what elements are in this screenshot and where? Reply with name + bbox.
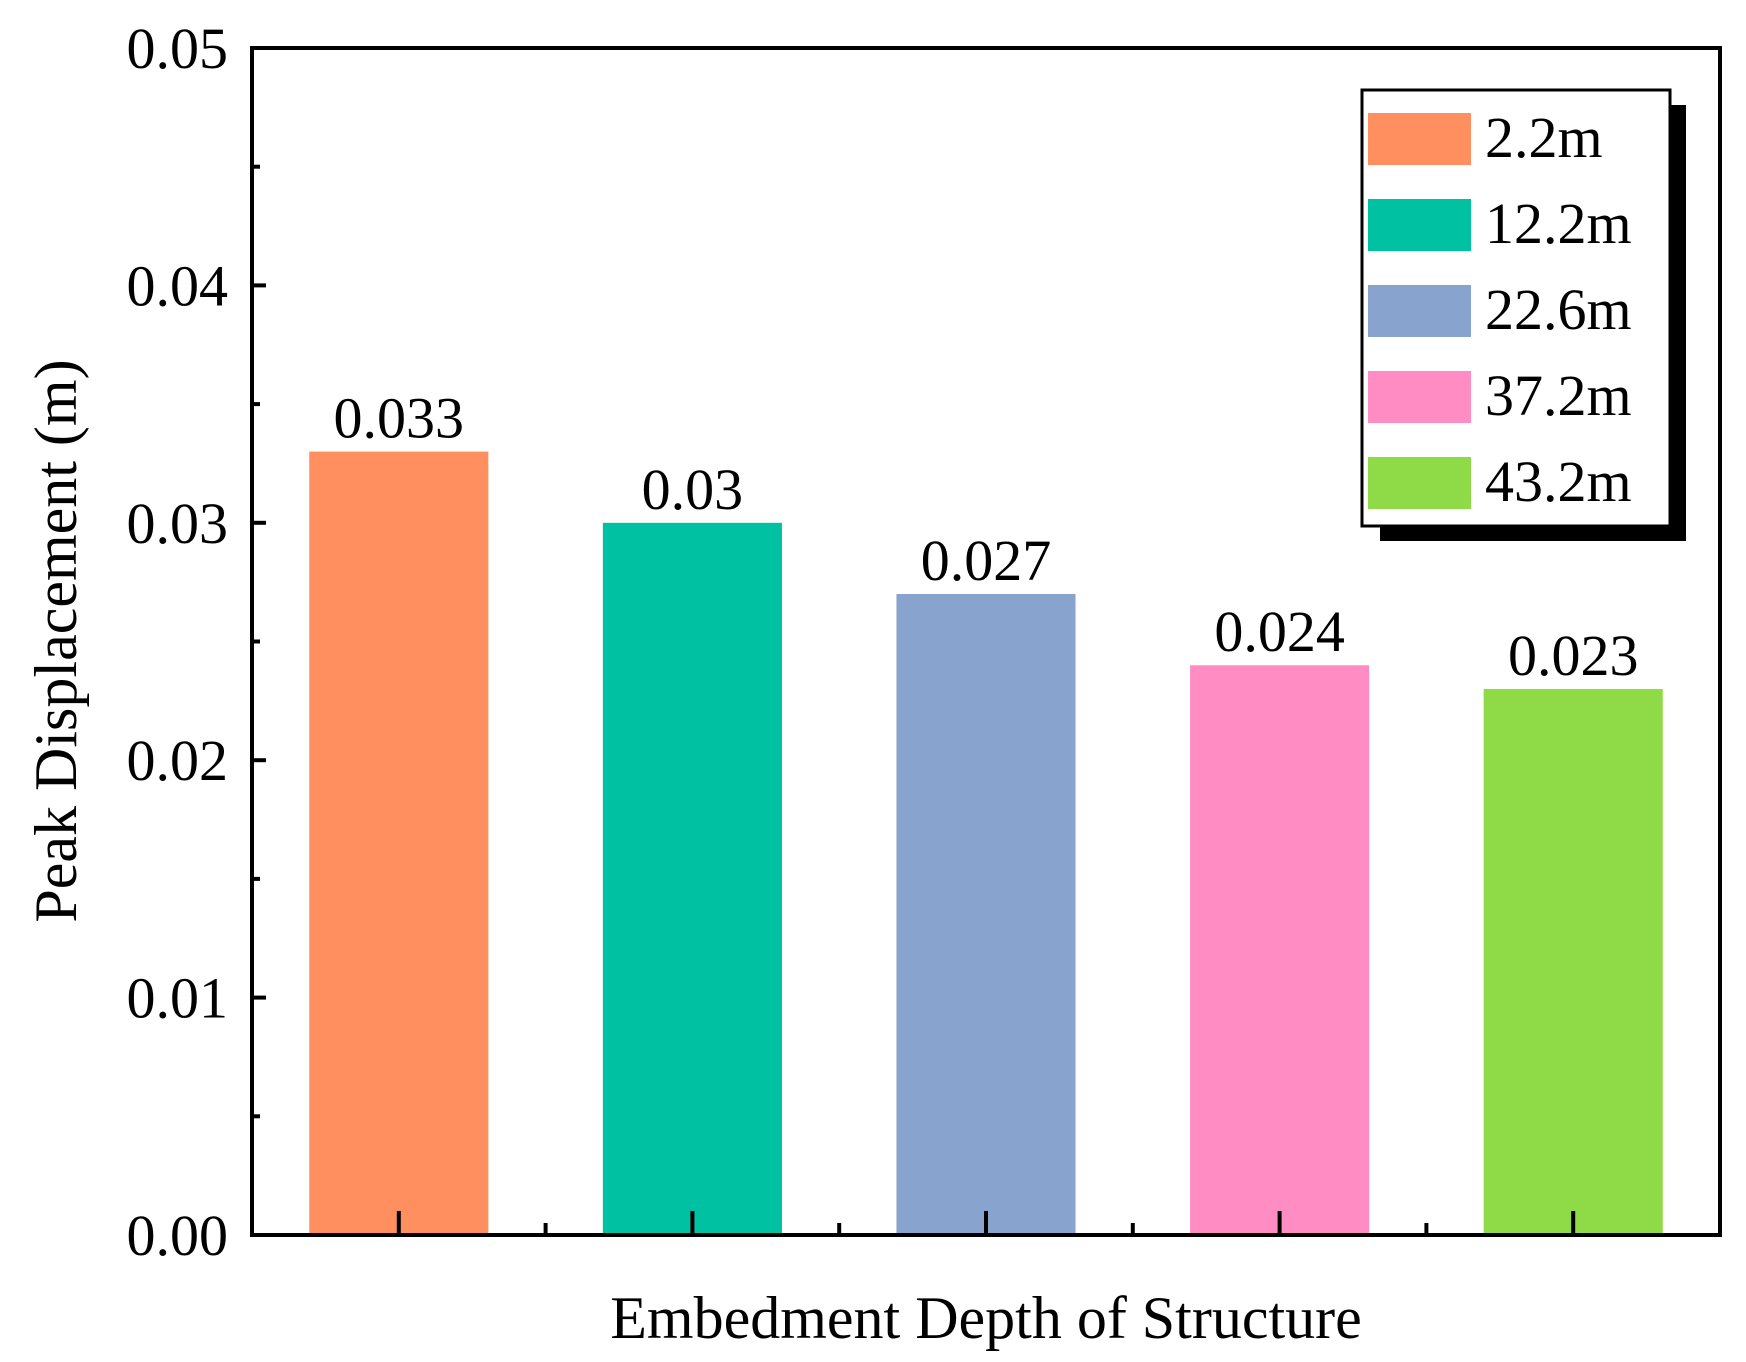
y-axis-ticks: 0.00 0.01 0.02 0.03 0.04 0.05 [127,16,266,1268]
x-axis-ticks [396,1211,1576,1235]
legend-swatch-12.2m [1368,199,1471,251]
bar-12.2m [602,522,782,1235]
y-tick-label: 0.00 [127,1203,229,1268]
data-label-43.2m: 0.023 [1508,623,1639,688]
x-axis-title: Embedment Depth of Structure [610,1285,1361,1351]
legend-swatch-22.6m [1368,285,1471,337]
legend-label-2.2m: 2.2m [1485,105,1603,170]
bar-43.2m [1483,688,1663,1235]
legend-swatch-37.2m [1368,371,1471,423]
legend-label-37.2m: 37.2m [1485,363,1632,428]
bar-22.6m [896,594,1076,1235]
legend-items: 2.2m 12.2m 22.6m 37.2m 43.2m [1368,105,1632,514]
legend-label-22.6m: 22.6m [1485,277,1632,342]
bars-group [309,451,1663,1236]
legend-label-43.2m: 43.2m [1485,449,1632,514]
y-tick-label: 0.03 [127,491,229,556]
y-tick-label: 0.02 [127,728,229,793]
legend: 2.2m 12.2m 22.6m 37.2m 43.2m [1360,88,1686,541]
legend-swatch-2.2m [1368,113,1471,165]
data-label-12.2m: 0.03 [642,457,744,522]
y-tick-label: 0.05 [127,16,229,81]
legend-swatch-43.2m [1368,457,1471,509]
y-tick-label: 0.04 [127,253,229,318]
data-label-2.2m: 0.033 [334,386,465,451]
legend-label-12.2m: 12.2m [1485,191,1632,256]
bar-2.2m [309,451,489,1236]
data-labels-group: 0.033 0.03 0.027 0.024 0.023 [334,386,1639,688]
y-tick-label: 0.01 [127,966,229,1031]
y-axis-title: Peak Displacement (m) [23,359,89,922]
bar-37.2m [1190,665,1370,1235]
data-label-22.6m: 0.027 [921,528,1052,593]
data-label-37.2m: 0.024 [1214,599,1345,664]
